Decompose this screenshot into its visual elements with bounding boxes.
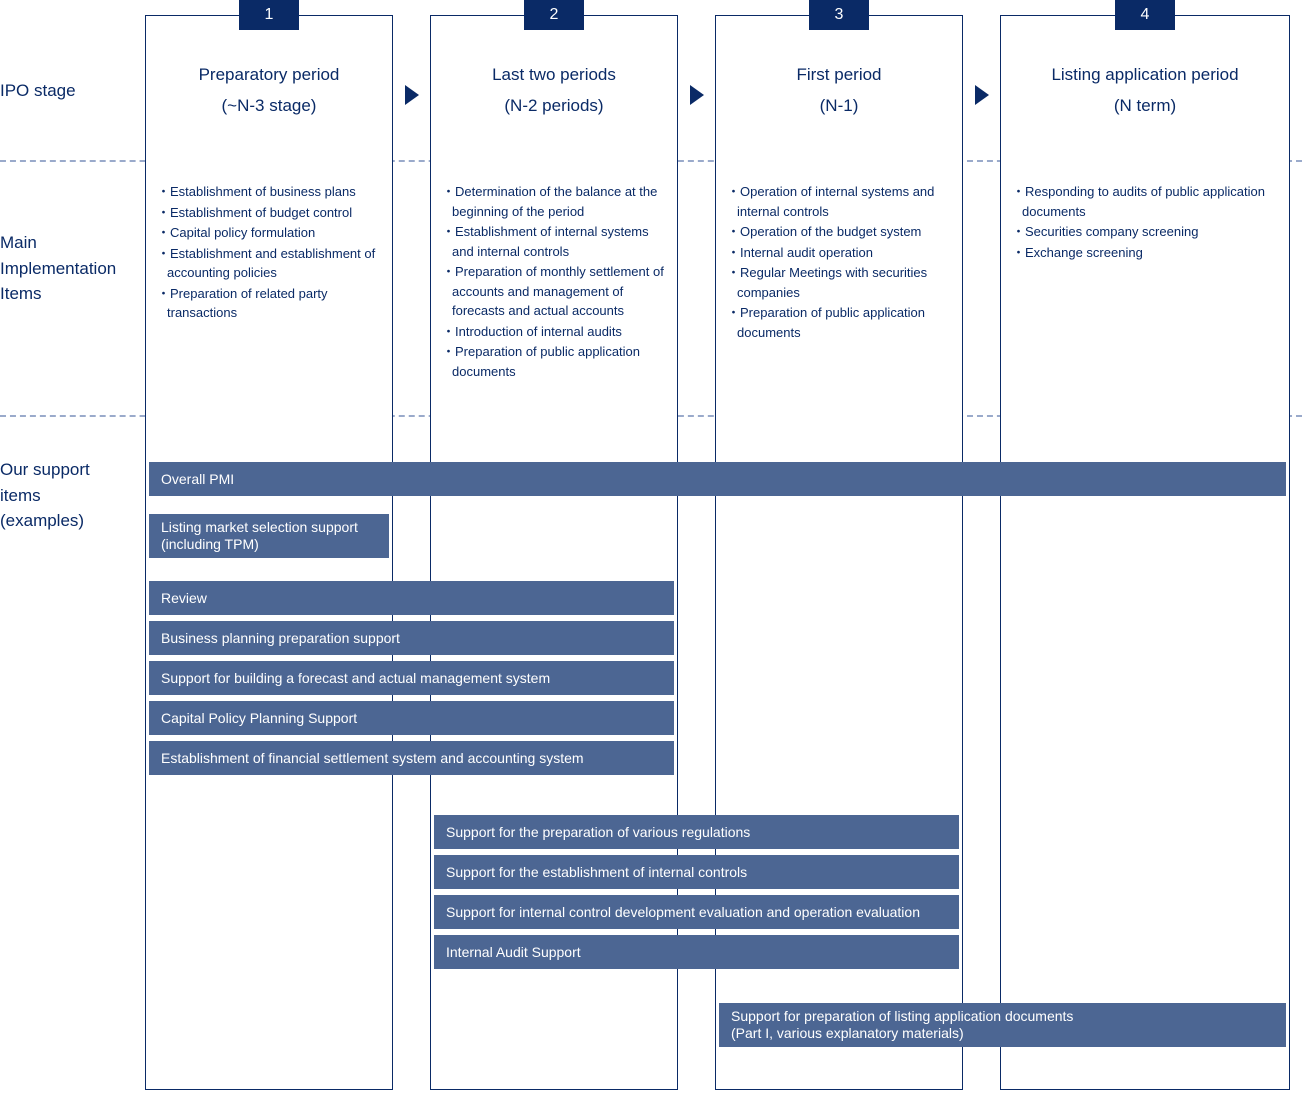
arrow-icon	[975, 85, 989, 105]
support-bar: Support for the establishment of interna…	[434, 855, 959, 889]
list-item: ・Determination of the balance at the beg…	[442, 182, 666, 221]
list-item: ・Preparation of public application docum…	[727, 303, 951, 342]
support-bar: Internal Audit Support	[434, 935, 959, 969]
list-item: ・Responding to audits of public applicat…	[1012, 182, 1278, 221]
list-item: ・Establishment of budget control	[157, 203, 381, 223]
list-item: ・Establishment of business plans	[157, 182, 381, 202]
arrow-icon	[690, 85, 704, 105]
list-item: ・Introduction of internal audits	[442, 322, 666, 342]
list-item: ・Capital policy formulation	[157, 223, 381, 243]
arrow-icon	[405, 85, 419, 105]
list-item: ・Securities company screening	[1012, 222, 1278, 242]
support-bar: Support for building a forecast and actu…	[149, 661, 674, 695]
list-item: ・Internal audit operation	[727, 243, 951, 263]
support-bar: Review	[149, 581, 674, 615]
stage-title-4: Listing application period(N term)	[1000, 60, 1290, 121]
list-item: ・Preparation of related party transactio…	[157, 284, 381, 323]
row-label-items: MainImplementationItems	[0, 230, 145, 307]
support-bar: Support for preparation of listing appli…	[719, 1003, 1286, 1047]
support-bar: Support for internal control development…	[434, 895, 959, 929]
list-item: ・Operation of internal systems and inter…	[727, 182, 951, 221]
stage-title-1: Preparatory period(~N-3 stage)	[145, 60, 393, 121]
support-bar: Capital Policy Planning Support	[149, 701, 674, 735]
main-items-col-1: ・Establishment of business plans・Establi…	[157, 182, 381, 324]
list-item: ・Exchange screening	[1012, 243, 1278, 263]
stage-number-4: 4	[1115, 0, 1175, 30]
main-items-col-2: ・Determination of the balance at the beg…	[442, 182, 666, 382]
main-items-col-4: ・Responding to audits of public applicat…	[1012, 182, 1278, 263]
list-item: ・Preparation of public application docum…	[442, 342, 666, 381]
list-item: ・Establishment and establishment of acco…	[157, 244, 381, 283]
support-bar: Support for the preparation of various r…	[434, 815, 959, 849]
support-bar: Business planning preparation support	[149, 621, 674, 655]
stage-number-1: 1	[239, 0, 299, 30]
support-bar: Listing market selection support (includ…	[149, 514, 389, 558]
main-items-col-3: ・Operation of internal systems and inter…	[727, 182, 951, 343]
list-item: ・Regular Meetings with securities compan…	[727, 263, 951, 302]
support-bar: Overall PMI	[149, 462, 1286, 496]
list-item: ・Establishment of internal systems and i…	[442, 222, 666, 261]
stage-number-2: 2	[524, 0, 584, 30]
list-item: ・Operation of the budget system	[727, 222, 951, 242]
stage-title-3: First period(N-1)	[715, 60, 963, 121]
support-bar: Establishment of financial settlement sy…	[149, 741, 674, 775]
stage-box-4	[1000, 15, 1290, 1090]
list-item: ・Preparation of monthly settlement of ac…	[442, 262, 666, 321]
ipo-stage-diagram: IPO stage MainImplementationItems Our su…	[0, 0, 1302, 1100]
stage-title-2: Last two periods(N-2 periods)	[430, 60, 678, 121]
stage-number-3: 3	[809, 0, 869, 30]
row-label-support: Our supportitems(examples)	[0, 457, 145, 534]
row-label-stage: IPO stage	[0, 78, 145, 104]
